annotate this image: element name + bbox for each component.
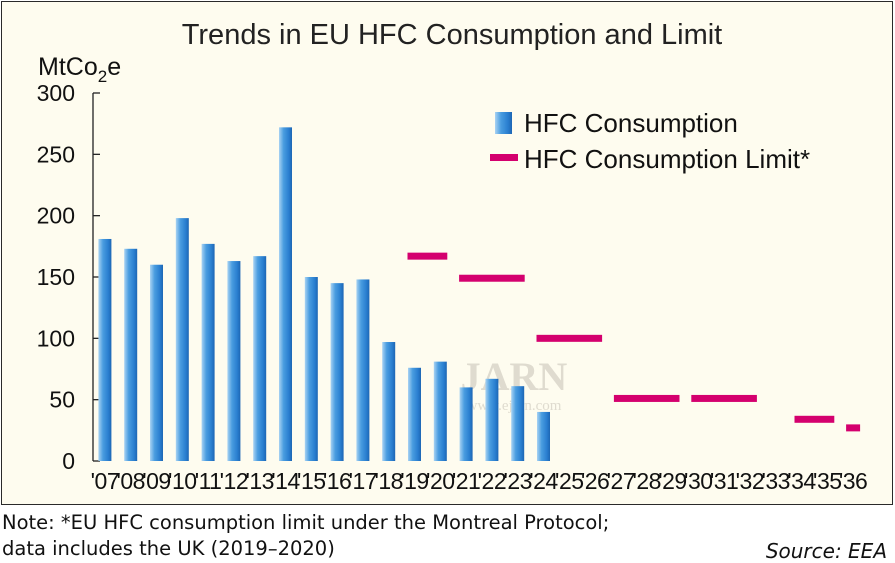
x-tick-label: '07 bbox=[91, 468, 119, 494]
limit-segment bbox=[536, 334, 603, 342]
y-tick-label: 200 bbox=[37, 203, 75, 229]
x-tick-label: '24 bbox=[529, 468, 558, 494]
consumption-bars bbox=[98, 127, 550, 461]
footnote-line-1: Note: *EU HFC consumption limit under th… bbox=[2, 511, 610, 534]
x-tick-label: '14 bbox=[271, 468, 300, 494]
x-tick-label: '21 bbox=[452, 468, 480, 494]
chart-title: Trends in EU HFC Consumption and Limit bbox=[182, 19, 722, 51]
x-tick-label: '28 bbox=[632, 468, 660, 494]
y-tick-label: 250 bbox=[37, 141, 75, 167]
x-tick-label: '20 bbox=[426, 468, 454, 494]
legend-consumption-swatch bbox=[495, 112, 512, 134]
consumption-bar bbox=[201, 243, 215, 461]
consumption-bar bbox=[304, 277, 318, 461]
limit-segment bbox=[459, 274, 525, 282]
y-tick-label: 150 bbox=[37, 264, 75, 290]
legend-limit-label: HFC Consumption Limit* bbox=[524, 144, 810, 174]
x-tick-label: '18 bbox=[374, 468, 402, 494]
x-tick-label: '22 bbox=[478, 468, 506, 494]
limit-segment bbox=[407, 252, 448, 260]
hfc-chart: Trends in EU HFC Consumption and Limit M… bbox=[37, 19, 868, 494]
consumption-bar bbox=[253, 256, 267, 461]
footnote: Note: *EU HFC consumption limit under th… bbox=[2, 510, 609, 562]
limit-segment bbox=[794, 415, 835, 423]
source-credit: Source: EEA bbox=[765, 539, 887, 563]
x-tick-label: '26 bbox=[581, 468, 609, 494]
x-tick-label: '33 bbox=[761, 468, 789, 494]
chart-frame: Trends in EU HFC Consumption and Limit M… bbox=[1, 1, 893, 505]
x-tick-label: '17 bbox=[349, 468, 377, 494]
consumption-bar bbox=[537, 411, 550, 461]
consumption-bar bbox=[150, 264, 163, 461]
x-tick-label: '35 bbox=[813, 468, 841, 494]
consumption-bar bbox=[124, 248, 138, 461]
consumption-bar bbox=[459, 387, 473, 461]
x-tick-label: '12 bbox=[220, 468, 248, 494]
y-tick-label: 300 bbox=[37, 80, 75, 106]
legend-limit-swatch bbox=[490, 154, 518, 161]
consumption-bar bbox=[433, 361, 447, 461]
x-tick-label: '10 bbox=[168, 468, 196, 494]
x-axis-labels: '07'08'09'10'11'12'13'14'15'16'17'18'19'… bbox=[91, 468, 868, 494]
consumption-bar bbox=[279, 127, 292, 461]
consumption-bar bbox=[356, 279, 370, 461]
consumption-bar bbox=[511, 386, 525, 461]
x-tick-label: '23 bbox=[503, 468, 531, 494]
x-tick-label: '31 bbox=[710, 468, 738, 494]
legend-consumption-label: HFC Consumption bbox=[524, 108, 738, 138]
footnote-line-2: data includes the UK (2019–2020) bbox=[2, 537, 335, 560]
x-tick-label: '11 bbox=[195, 468, 222, 494]
consumption-bar bbox=[408, 367, 421, 461]
consumption-bar bbox=[485, 378, 499, 461]
limit-segment bbox=[846, 424, 861, 432]
x-tick-label: '34 bbox=[787, 468, 816, 494]
x-tick-label: '36 bbox=[839, 468, 867, 494]
consumption-bar bbox=[227, 261, 241, 461]
legend: HFC Consumption HFC Consumption Limit* bbox=[490, 108, 810, 174]
x-tick-label: '30 bbox=[684, 468, 712, 494]
x-tick-label: '32 bbox=[736, 468, 764, 494]
consumption-bar bbox=[98, 238, 112, 461]
y-tick-label: 50 bbox=[49, 387, 75, 413]
x-tick-label: '09 bbox=[142, 468, 170, 494]
limit-segments bbox=[407, 252, 861, 432]
y-axis: 0 50 100 150 200 250 300 bbox=[37, 80, 100, 474]
y-tick-label: 0 bbox=[62, 448, 75, 474]
limit-segment bbox=[691, 394, 757, 402]
y-axis-unit-label: MtCo2e bbox=[38, 53, 121, 86]
x-tick-label: '29 bbox=[658, 468, 686, 494]
consumption-bar bbox=[175, 218, 189, 461]
consumption-bar bbox=[382, 342, 396, 461]
x-tick-label: '19 bbox=[400, 468, 428, 494]
x-tick-label: '16 bbox=[323, 468, 351, 494]
x-tick-label: '08 bbox=[116, 468, 144, 494]
limit-segment bbox=[613, 394, 680, 402]
x-tick-label: '27 bbox=[607, 468, 635, 494]
x-tick-label: '25 bbox=[555, 468, 583, 494]
consumption-bar bbox=[330, 283, 344, 461]
y-tick-label: 100 bbox=[37, 325, 75, 351]
x-tick-label: '13 bbox=[245, 468, 273, 494]
x-tick-label: '15 bbox=[297, 468, 325, 494]
